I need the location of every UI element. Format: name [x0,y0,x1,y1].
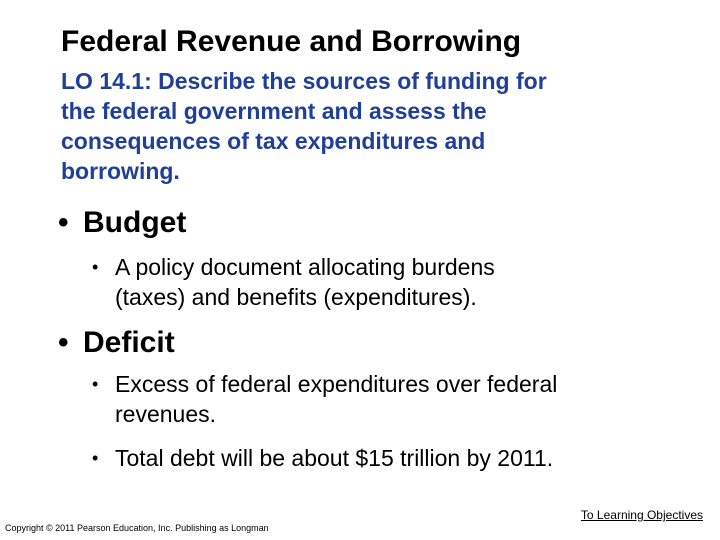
bullet-budget: • Budget [58,205,186,241]
learning-objective: LO 14.1: Describe the sources of funding… [61,68,547,184]
bullet-heading-budget: Budget [83,206,187,239]
learning-objectives-link[interactable]: To Learning Objectives [580,508,703,522]
bullet-dot: • [92,374,99,394]
bullet-dot: • [92,448,99,468]
sub-bullet-deficit-definition: • Excess of federal expenditures over fe… [92,369,672,429]
bullet-heading-deficit: Deficit [83,326,175,359]
sub-bullet-budget-definition: • A policy document allocating burdens (… [92,252,672,312]
sub-bullet-total-debt: • Total debt will be about $15 trillion … [92,443,672,473]
bullet-dot: • [58,326,69,359]
copyright-notice: Copyright © 2011 Pearson Education, Inc.… [5,523,269,533]
bullet-deficit: • Deficit [58,325,175,361]
sub-bullet-text: A policy document allocating burdens (ta… [115,254,495,310]
bullet-dot: • [58,206,69,239]
sub-bullet-text: Total debt will be about $15 trillion by… [115,445,554,471]
sub-bullet-text: Excess of federal expenditures over fede… [115,371,558,427]
slide-title: Federal Revenue and Borrowing [61,25,522,58]
bullet-dot: • [92,257,99,277]
